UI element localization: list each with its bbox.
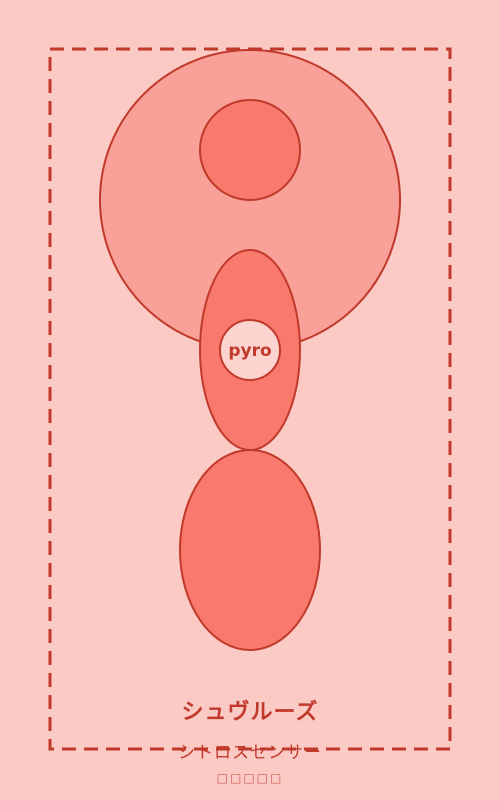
figure-title: シュヴルーズ [181,700,319,725]
small-circle [199,99,301,201]
figure-subtitle: シトロスセンサー [178,743,322,763]
lower-oval [179,449,321,651]
dashed-frame [48,47,452,751]
center-badge [219,319,281,381]
center-label: pyro [228,341,271,361]
figure-footer: □□□□□ [216,771,284,785]
